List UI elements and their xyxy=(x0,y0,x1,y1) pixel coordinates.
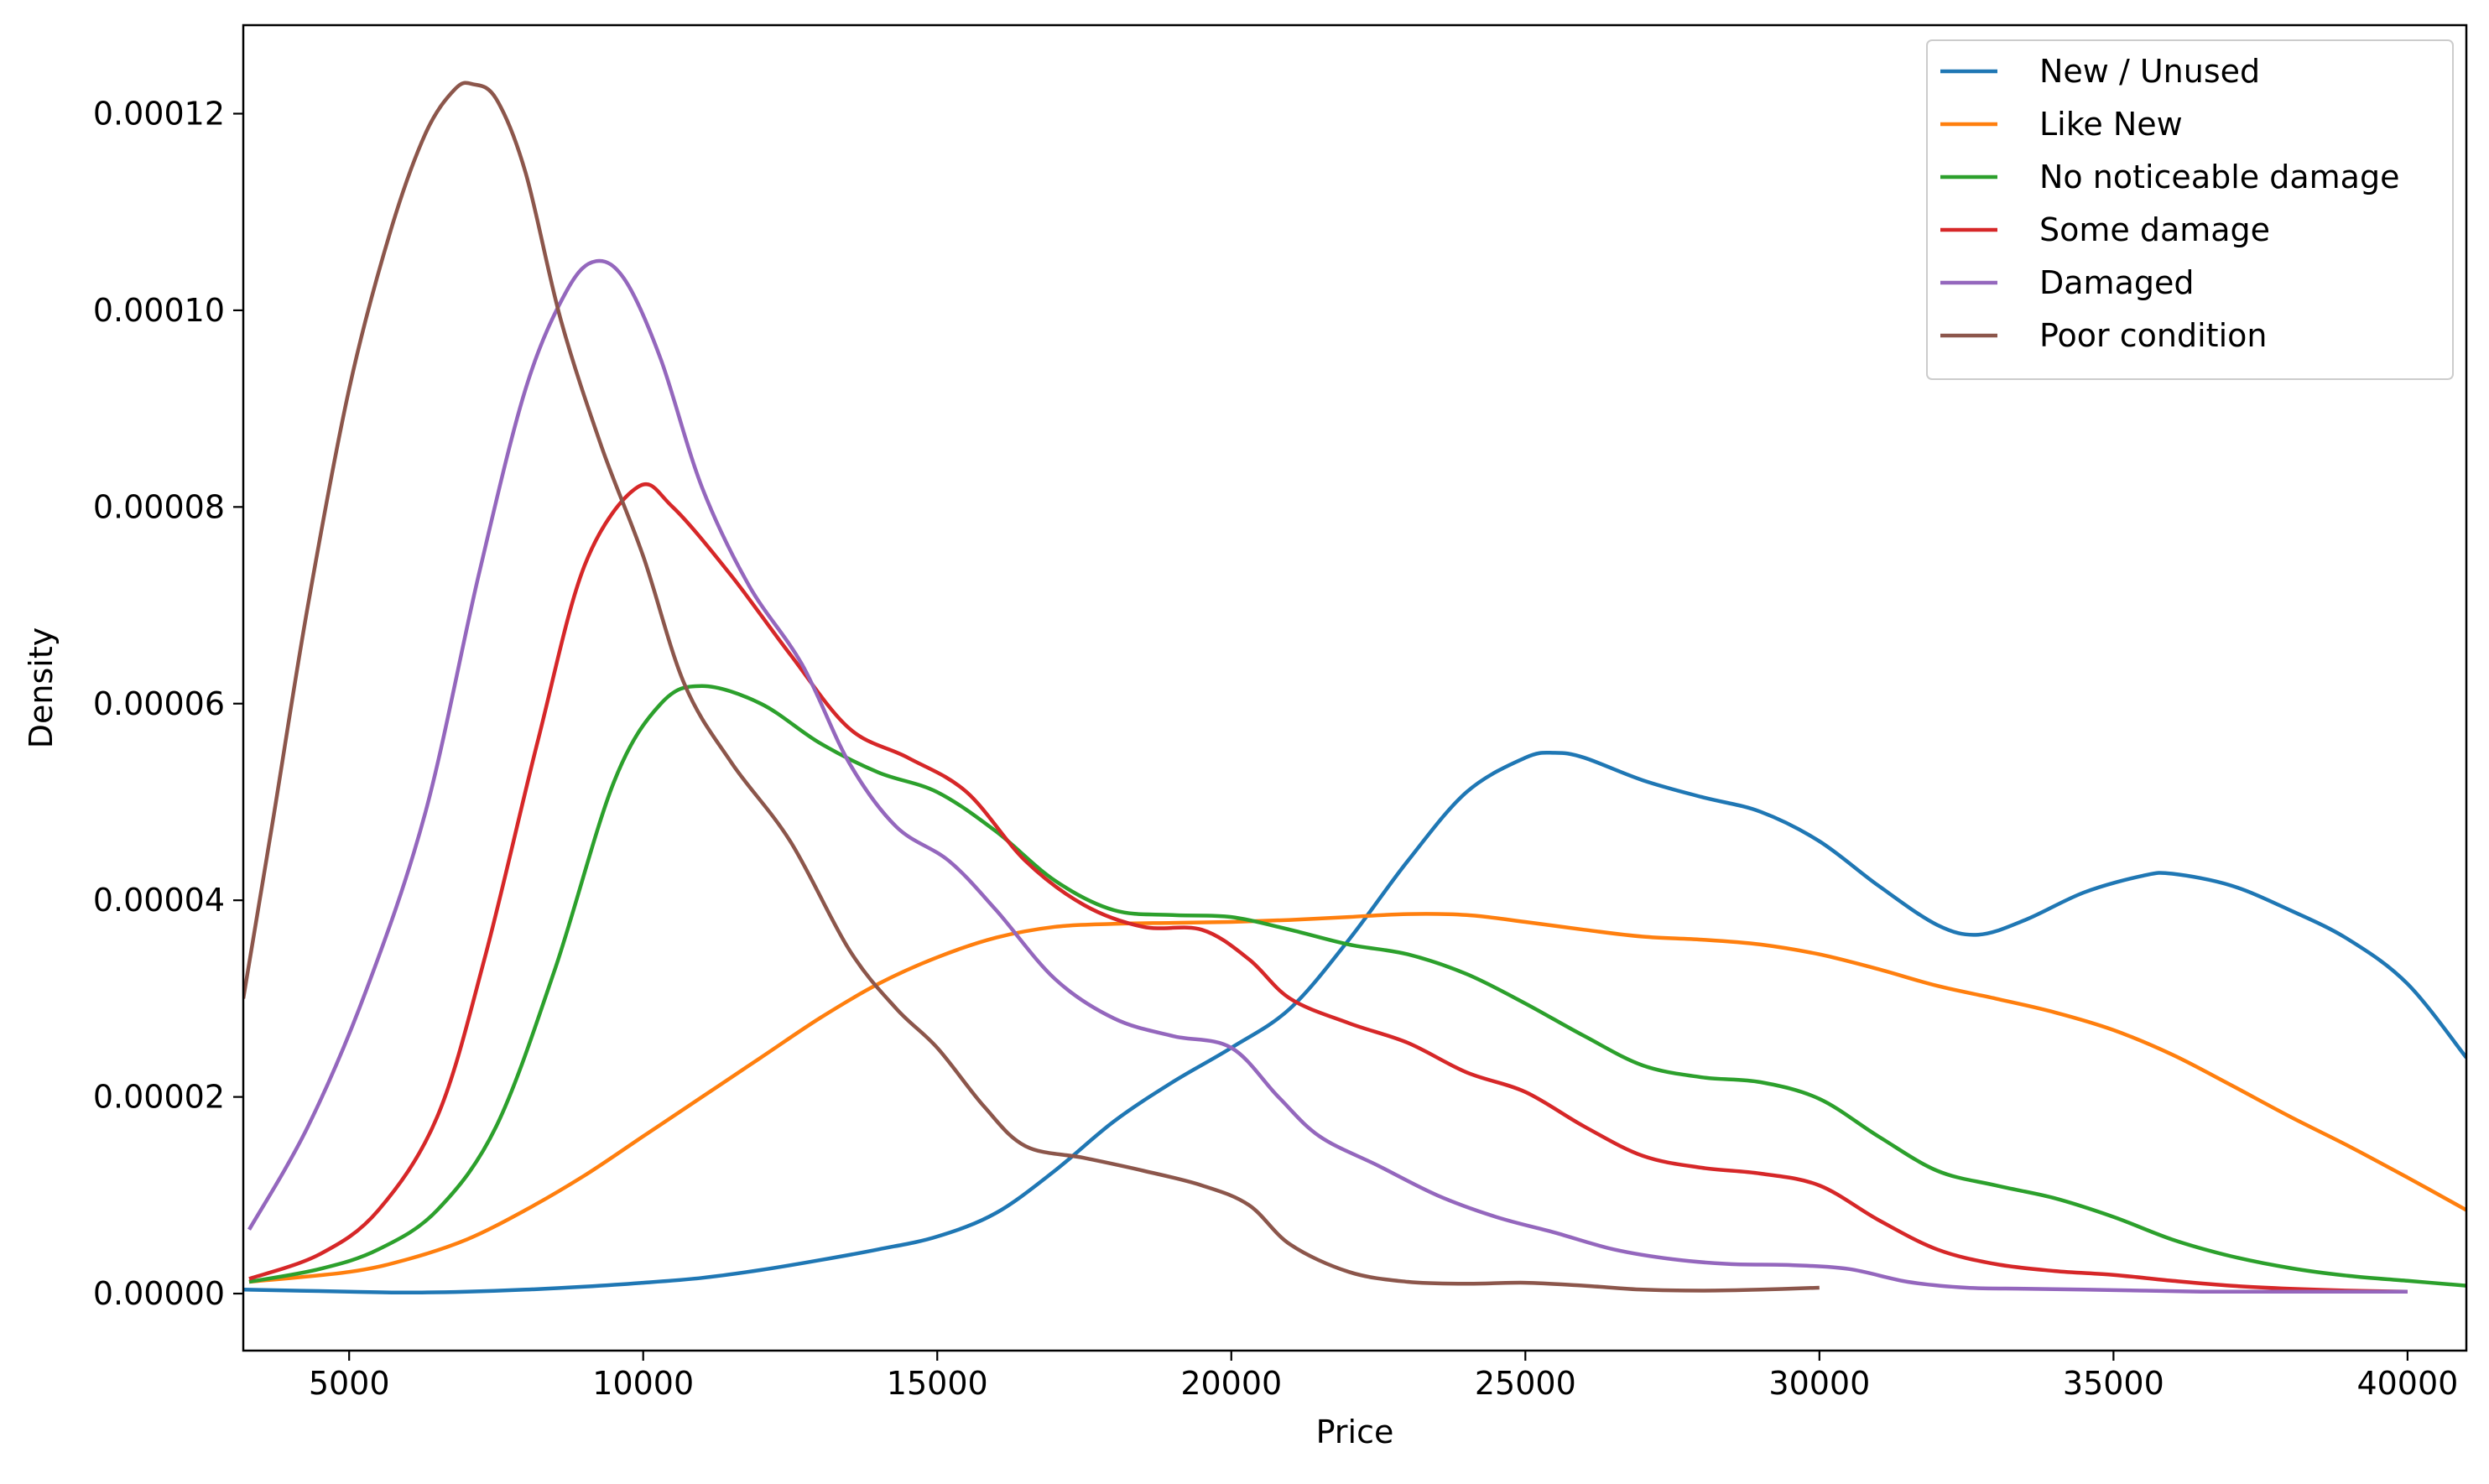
plot-frame xyxy=(242,23,2468,1352)
x-tick-label: 30000 xyxy=(1768,1365,1870,1402)
x-axis-label: Price xyxy=(1316,1414,1394,1450)
y-tick-label: 0.00002 xyxy=(93,1079,225,1116)
y-tick-label: 0.00000 xyxy=(93,1275,225,1312)
x-tick-label: 40000 xyxy=(2356,1365,2458,1402)
series-line-1 xyxy=(243,750,2466,1295)
x-axis-ticks: 5000 10000 15000 20000 25000 30000 35000 40000 xyxy=(309,1351,2458,1402)
legend: New / Unused Like New No noticeable damage… xyxy=(1926,39,2454,380)
y-tick-label: 0.00010 xyxy=(93,292,225,329)
series-line-6 xyxy=(243,81,1820,1293)
x-tick-label: 10000 xyxy=(592,1365,694,1402)
legend-box xyxy=(1926,39,2454,380)
legend-label: New / Unused xyxy=(2039,53,2260,90)
y-axis-ticks: 0.00000 0.00002 0.00004 0.00006 0.00008 0.000… xyxy=(93,95,243,1312)
series-lines xyxy=(243,81,2466,1295)
legend-label: Some damage xyxy=(2039,211,2270,248)
legend-label: Poor condition xyxy=(2039,317,2267,354)
x-tick-label: 20000 xyxy=(1180,1365,1282,1402)
series-line-3 xyxy=(248,684,2466,1288)
x-tick-label: 15000 xyxy=(887,1365,988,1402)
y-tick-label: 0.00006 xyxy=(93,685,225,722)
x-tick-label: 5000 xyxy=(309,1365,390,1402)
y-tick-label: 0.00008 xyxy=(93,488,225,525)
series-line-5 xyxy=(247,258,2408,1294)
y-axis-label: Density xyxy=(23,627,60,748)
x-tick-label: 25000 xyxy=(1475,1365,1576,1402)
y-tick-label: 0.00012 xyxy=(93,95,225,132)
series-line-4 xyxy=(248,482,2408,1294)
x-tick-label: 35000 xyxy=(2063,1365,2164,1402)
legend-label: No noticeable damage xyxy=(2039,159,2399,195)
legend-label: Damaged xyxy=(2039,264,2194,301)
y-tick-label: 0.00004 xyxy=(93,882,225,919)
series-line-2 xyxy=(248,912,2466,1284)
legend-label: Like New xyxy=(2039,106,2183,143)
